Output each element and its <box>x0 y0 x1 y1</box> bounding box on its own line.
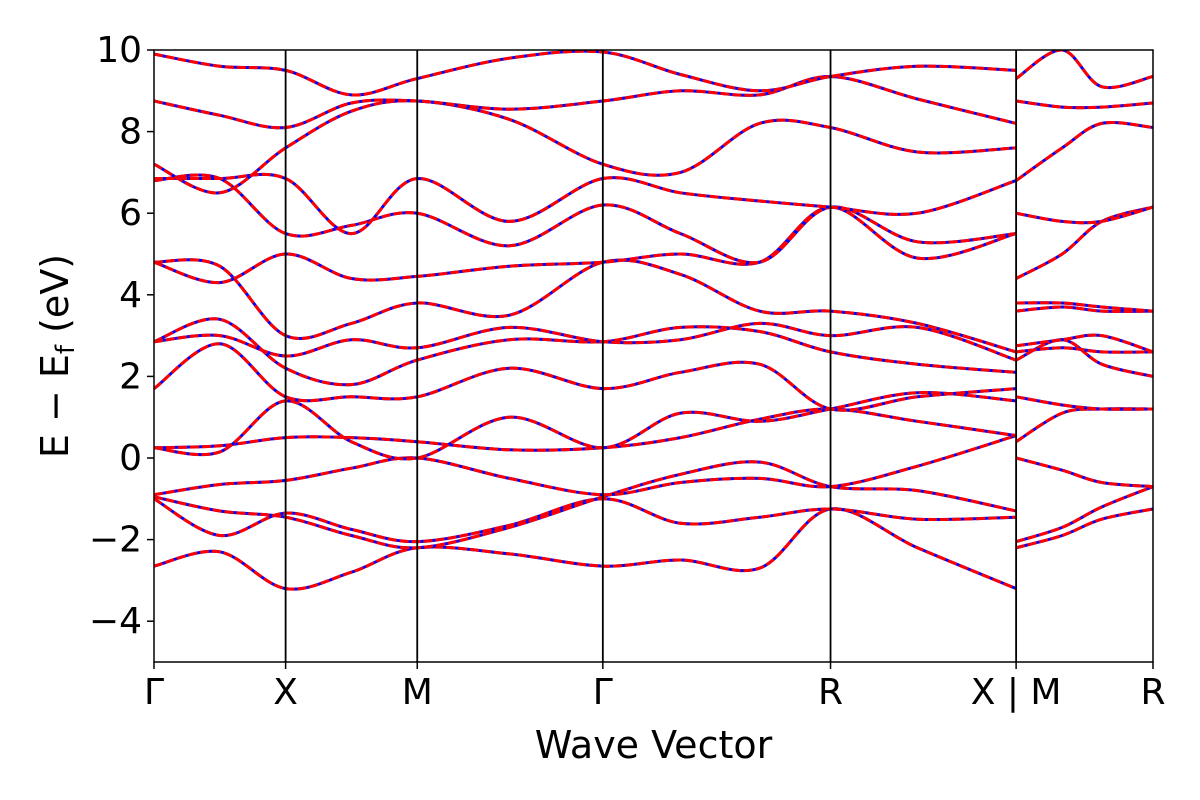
band-21-overlay-line <box>1015 395 1153 411</box>
band-26-overlay-line <box>1016 301 1153 313</box>
band-31-overlay-line <box>1015 50 1153 90</box>
band-1 <box>154 507 1017 591</box>
x-tick-label-2: X <box>273 672 298 713</box>
band-28-overlay-line <box>1015 205 1153 225</box>
band-6-overlay-line <box>154 391 1017 461</box>
y-axis-title-unit: (eV) <box>33 254 77 345</box>
band-6 <box>154 391 1017 461</box>
band-30 <box>1015 99 1153 110</box>
band-8 <box>154 317 1017 387</box>
band-11-overlay-line <box>154 205 1017 285</box>
band-12-overlay-line <box>154 173 1017 265</box>
band-7-overlay-line <box>154 342 1017 412</box>
band-23-overlay-line <box>1015 346 1153 354</box>
band-28 <box>1015 205 1153 225</box>
high-symmetry-lines <box>284 50 1018 662</box>
band-29-overlay-line <box>1015 121 1153 182</box>
y-tick-label-7: 8 <box>119 112 142 153</box>
band-26 <box>1016 301 1153 313</box>
band-17 <box>1015 507 1153 550</box>
band-18-overlay-line <box>1015 485 1153 544</box>
y-tick-label-4: 2 <box>119 356 142 397</box>
band-1-overlay-line <box>154 507 1017 591</box>
band-13 <box>154 172 1017 236</box>
band-31 <box>1015 50 1153 90</box>
band-25 <box>1015 305 1153 313</box>
y-axis-title-subscript: f <box>51 344 81 354</box>
band-15 <box>154 74 1017 130</box>
band-19 <box>1015 456 1153 489</box>
x-tick-label-4: Γ <box>593 672 613 713</box>
band-20-overlay-line <box>1015 407 1153 443</box>
band-8-overlay-line <box>154 317 1017 387</box>
band-1-reference-line <box>154 507 1017 591</box>
band-21 <box>1015 395 1153 411</box>
y-tick-label-8: 10 <box>96 30 142 71</box>
band-27-overlay-line <box>1015 205 1153 280</box>
x-tick-label-5: R <box>818 672 843 713</box>
band-10-overlay-line <box>154 258 1017 354</box>
band-24 <box>1015 333 1153 354</box>
band-2-reference-line <box>154 497 1017 544</box>
x-axis-title: Wave Vector <box>535 723 773 767</box>
band-2-overlay-line <box>154 497 1017 544</box>
band-10 <box>154 258 1017 354</box>
band-20 <box>1015 407 1153 443</box>
band-24-overlay-line <box>1015 333 1153 354</box>
band-14-overlay-line <box>154 99 1017 195</box>
band-7 <box>154 342 1017 412</box>
band-30-overlay-line <box>1015 99 1153 110</box>
band-17-overlay-line <box>1015 507 1153 550</box>
y-axis-title: E − Ef (eV) <box>33 254 81 458</box>
bands-layer <box>154 50 1153 591</box>
band-29 <box>1015 121 1153 182</box>
band-18 <box>1015 485 1153 544</box>
y-axis-ticks: −4 −2 0 2 4 6 8 10 <box>89 30 154 642</box>
y-tick-label-3: 0 <box>119 438 142 479</box>
x-tick-label-3: M <box>402 672 433 713</box>
x-tick-label-1: Γ <box>144 672 164 713</box>
band-15-overlay-line <box>154 74 1017 130</box>
band-19-overlay-line <box>1015 456 1153 489</box>
band-20-reference-line <box>1015 407 1153 443</box>
band-12 <box>154 173 1017 265</box>
y-tick-label-2: −2 <box>89 520 142 561</box>
band-14 <box>154 99 1017 195</box>
band-12-reference-line <box>154 173 1017 265</box>
y-tick-label-6: 6 <box>119 193 142 234</box>
band-28-reference-line <box>1015 205 1153 225</box>
band-25-overlay-line <box>1015 305 1153 313</box>
x-axis-ticks: Γ X M Γ R X | M R <box>144 662 1166 713</box>
band-23 <box>1015 346 1153 354</box>
plot-frame <box>153 49 1154 663</box>
y-tick-label-5: 4 <box>119 275 142 316</box>
x-tick-label-6: X | M <box>971 672 1062 713</box>
band-2 <box>154 497 1017 544</box>
y-axis-title-main: E − E <box>33 354 77 458</box>
band-13-overlay-line <box>154 172 1017 236</box>
x-tick-label-7: R <box>1140 672 1165 713</box>
y-tick-label-1: −4 <box>89 601 142 642</box>
band-27 <box>1015 205 1153 280</box>
